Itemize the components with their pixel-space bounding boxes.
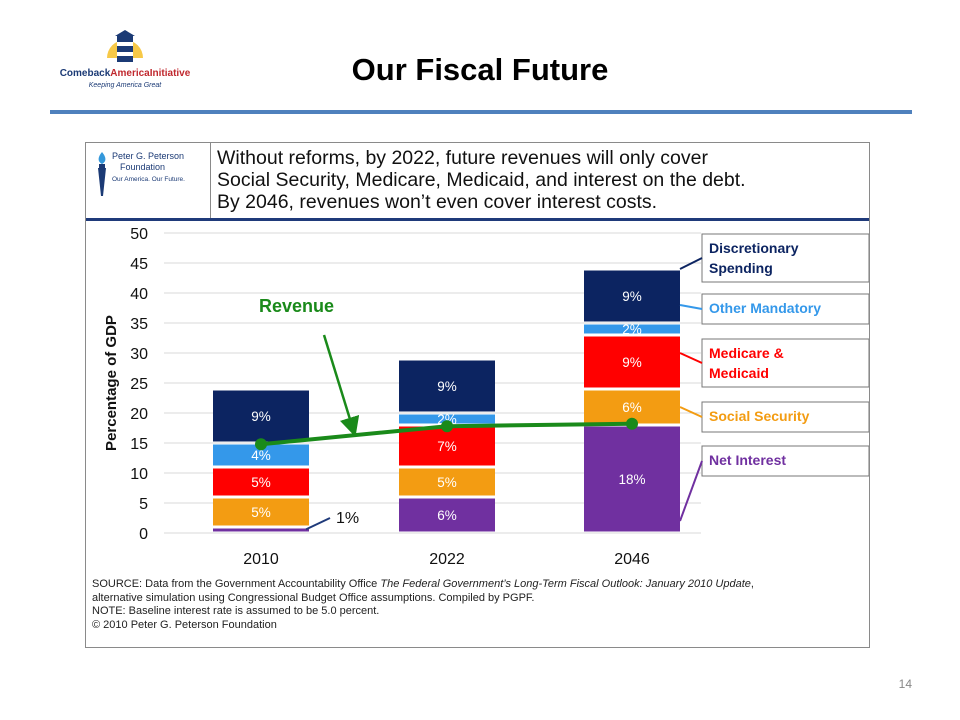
bar-segment bbox=[213, 498, 309, 526]
legend-box bbox=[701, 401, 869, 433]
bar-segment bbox=[399, 498, 495, 532]
legend-leader bbox=[679, 406, 703, 418]
logo-tagline: Keeping America Great bbox=[88, 82, 162, 89]
y-tick-label: 15 bbox=[130, 436, 148, 453]
bar-value-label: 7% bbox=[437, 439, 457, 454]
bar-segment bbox=[584, 324, 680, 334]
comeback-america-logo: ComebackAmericaInitiative Keeping Americ… bbox=[55, 30, 195, 105]
bar-segment bbox=[213, 468, 309, 496]
bar-segment bbox=[399, 360, 495, 412]
x-tick-label: 2010 bbox=[243, 551, 279, 568]
footnote-line: alternative simulation using Congression… bbox=[92, 591, 535, 604]
revenue-point bbox=[255, 438, 267, 451]
legend-label: Medicaid bbox=[709, 365, 769, 381]
x-tick-label: 2046 bbox=[614, 551, 650, 568]
legend-label: Medicare & bbox=[709, 345, 784, 361]
y-tick-label: 5 bbox=[139, 496, 148, 513]
bar-segment bbox=[584, 426, 680, 532]
lighthouse-icon bbox=[107, 30, 143, 62]
legend-leader bbox=[679, 304, 703, 310]
bar-value-label: 6% bbox=[437, 508, 457, 523]
bar-segment bbox=[213, 528, 309, 532]
footnote-source: SOURCE: Data from the Government Account… bbox=[92, 578, 754, 590]
pgpf-logo-tagline: Our America. Our Future. bbox=[112, 176, 185, 183]
legend-label: Social Security bbox=[709, 408, 810, 424]
figure-banner: Peter G. Peterson Foundation Our America… bbox=[86, 143, 869, 221]
banner-text: Without reforms, by 2022, future revenue… bbox=[217, 147, 862, 213]
pgpf-logo-line1: Peter G. Peterson bbox=[112, 151, 185, 161]
y-axis-label: Percentage of GDP bbox=[103, 315, 120, 451]
bar-value-label: 18% bbox=[618, 472, 645, 487]
bar-value-label: 9% bbox=[251, 409, 271, 424]
bar-value-label: 5% bbox=[251, 505, 271, 520]
footnote-copyright: © 2010 Peter G. Peterson Foundation bbox=[92, 618, 277, 631]
bar-segment bbox=[399, 426, 495, 466]
y-tick-label: 25 bbox=[130, 376, 148, 393]
x-tick-label: 2022 bbox=[429, 551, 465, 568]
y-tick-label: 40 bbox=[130, 286, 148, 303]
bar-value-label: 2% bbox=[622, 322, 642, 337]
revenue-point bbox=[441, 420, 453, 433]
banner-line: Without reforms, by 2022, future revenue… bbox=[217, 147, 708, 169]
bar-value-label: 9% bbox=[622, 355, 642, 370]
legend-box bbox=[701, 445, 869, 477]
page-number: 14 bbox=[898, 677, 912, 691]
y-tick-label: 10 bbox=[130, 466, 148, 483]
revenue-arrow bbox=[322, 334, 360, 437]
legend-leader bbox=[679, 257, 703, 270]
logo-name: ComebackAmericaInitiative bbox=[59, 68, 191, 79]
stacked-bar-chart: 0 5 10 15 20 25 30 35 40 45 50 Percentage of GDP 5% 5… bbox=[103, 226, 869, 568]
bar-segment bbox=[213, 444, 309, 466]
bar-value-label: 5% bbox=[251, 475, 271, 490]
legend-box bbox=[701, 233, 869, 283]
bar-segment bbox=[399, 414, 495, 424]
y-tick-label: 0 bbox=[139, 526, 148, 543]
banner-line: Social Security, Medicare, Medicaid, and… bbox=[217, 169, 746, 191]
bar-value-label: 9% bbox=[622, 289, 642, 304]
bar-value-label: 4% bbox=[251, 448, 271, 463]
legend-box bbox=[701, 293, 869, 325]
banner-line: By 2046, revenues won’t even cover inter… bbox=[217, 191, 658, 213]
chart-footnote: SOURCE: Data from the Government Account… bbox=[92, 578, 862, 632]
bar-segment bbox=[399, 468, 495, 496]
annotation-label: 1% bbox=[336, 510, 359, 527]
revenue-point bbox=[626, 417, 638, 430]
legend-leader bbox=[679, 352, 703, 364]
pgpf-logo-line2: Foundation bbox=[120, 162, 166, 172]
bar-value-label: 5% bbox=[437, 475, 457, 490]
legend-label: Other Mandatory bbox=[709, 300, 821, 316]
bar-segment bbox=[584, 336, 680, 388]
bar-value-label: 9% bbox=[437, 379, 457, 394]
slide-title: Our Fiscal Future bbox=[351, 52, 609, 87]
chart-figure: Peter G. Peterson Foundation Our America… bbox=[85, 142, 870, 648]
title-rule bbox=[50, 110, 912, 114]
torch-icon bbox=[98, 152, 106, 196]
bar-segment bbox=[584, 270, 680, 322]
y-tick-label: 50 bbox=[130, 226, 148, 243]
legend-label: Spending bbox=[709, 260, 773, 276]
banner-divider bbox=[210, 143, 211, 218]
annotation-leader bbox=[305, 517, 331, 531]
footnote-note: NOTE: Baseline interest rate is assumed … bbox=[92, 605, 380, 617]
revenue-label: Revenue bbox=[259, 296, 334, 316]
y-tick-label: 45 bbox=[130, 256, 148, 273]
y-tick-label: 20 bbox=[130, 406, 148, 423]
bar-value-label: 6% bbox=[622, 400, 642, 415]
legend-label: Net Interest bbox=[709, 452, 786, 468]
y-tick-label: 35 bbox=[130, 316, 148, 333]
legend-label: Discretionary bbox=[709, 240, 799, 256]
y-tick-label: 30 bbox=[130, 346, 148, 363]
pgpf-logo: Peter G. Peterson Foundation Our America… bbox=[92, 148, 210, 212]
legend-leader bbox=[679, 460, 703, 522]
bar-segment bbox=[213, 390, 309, 442]
